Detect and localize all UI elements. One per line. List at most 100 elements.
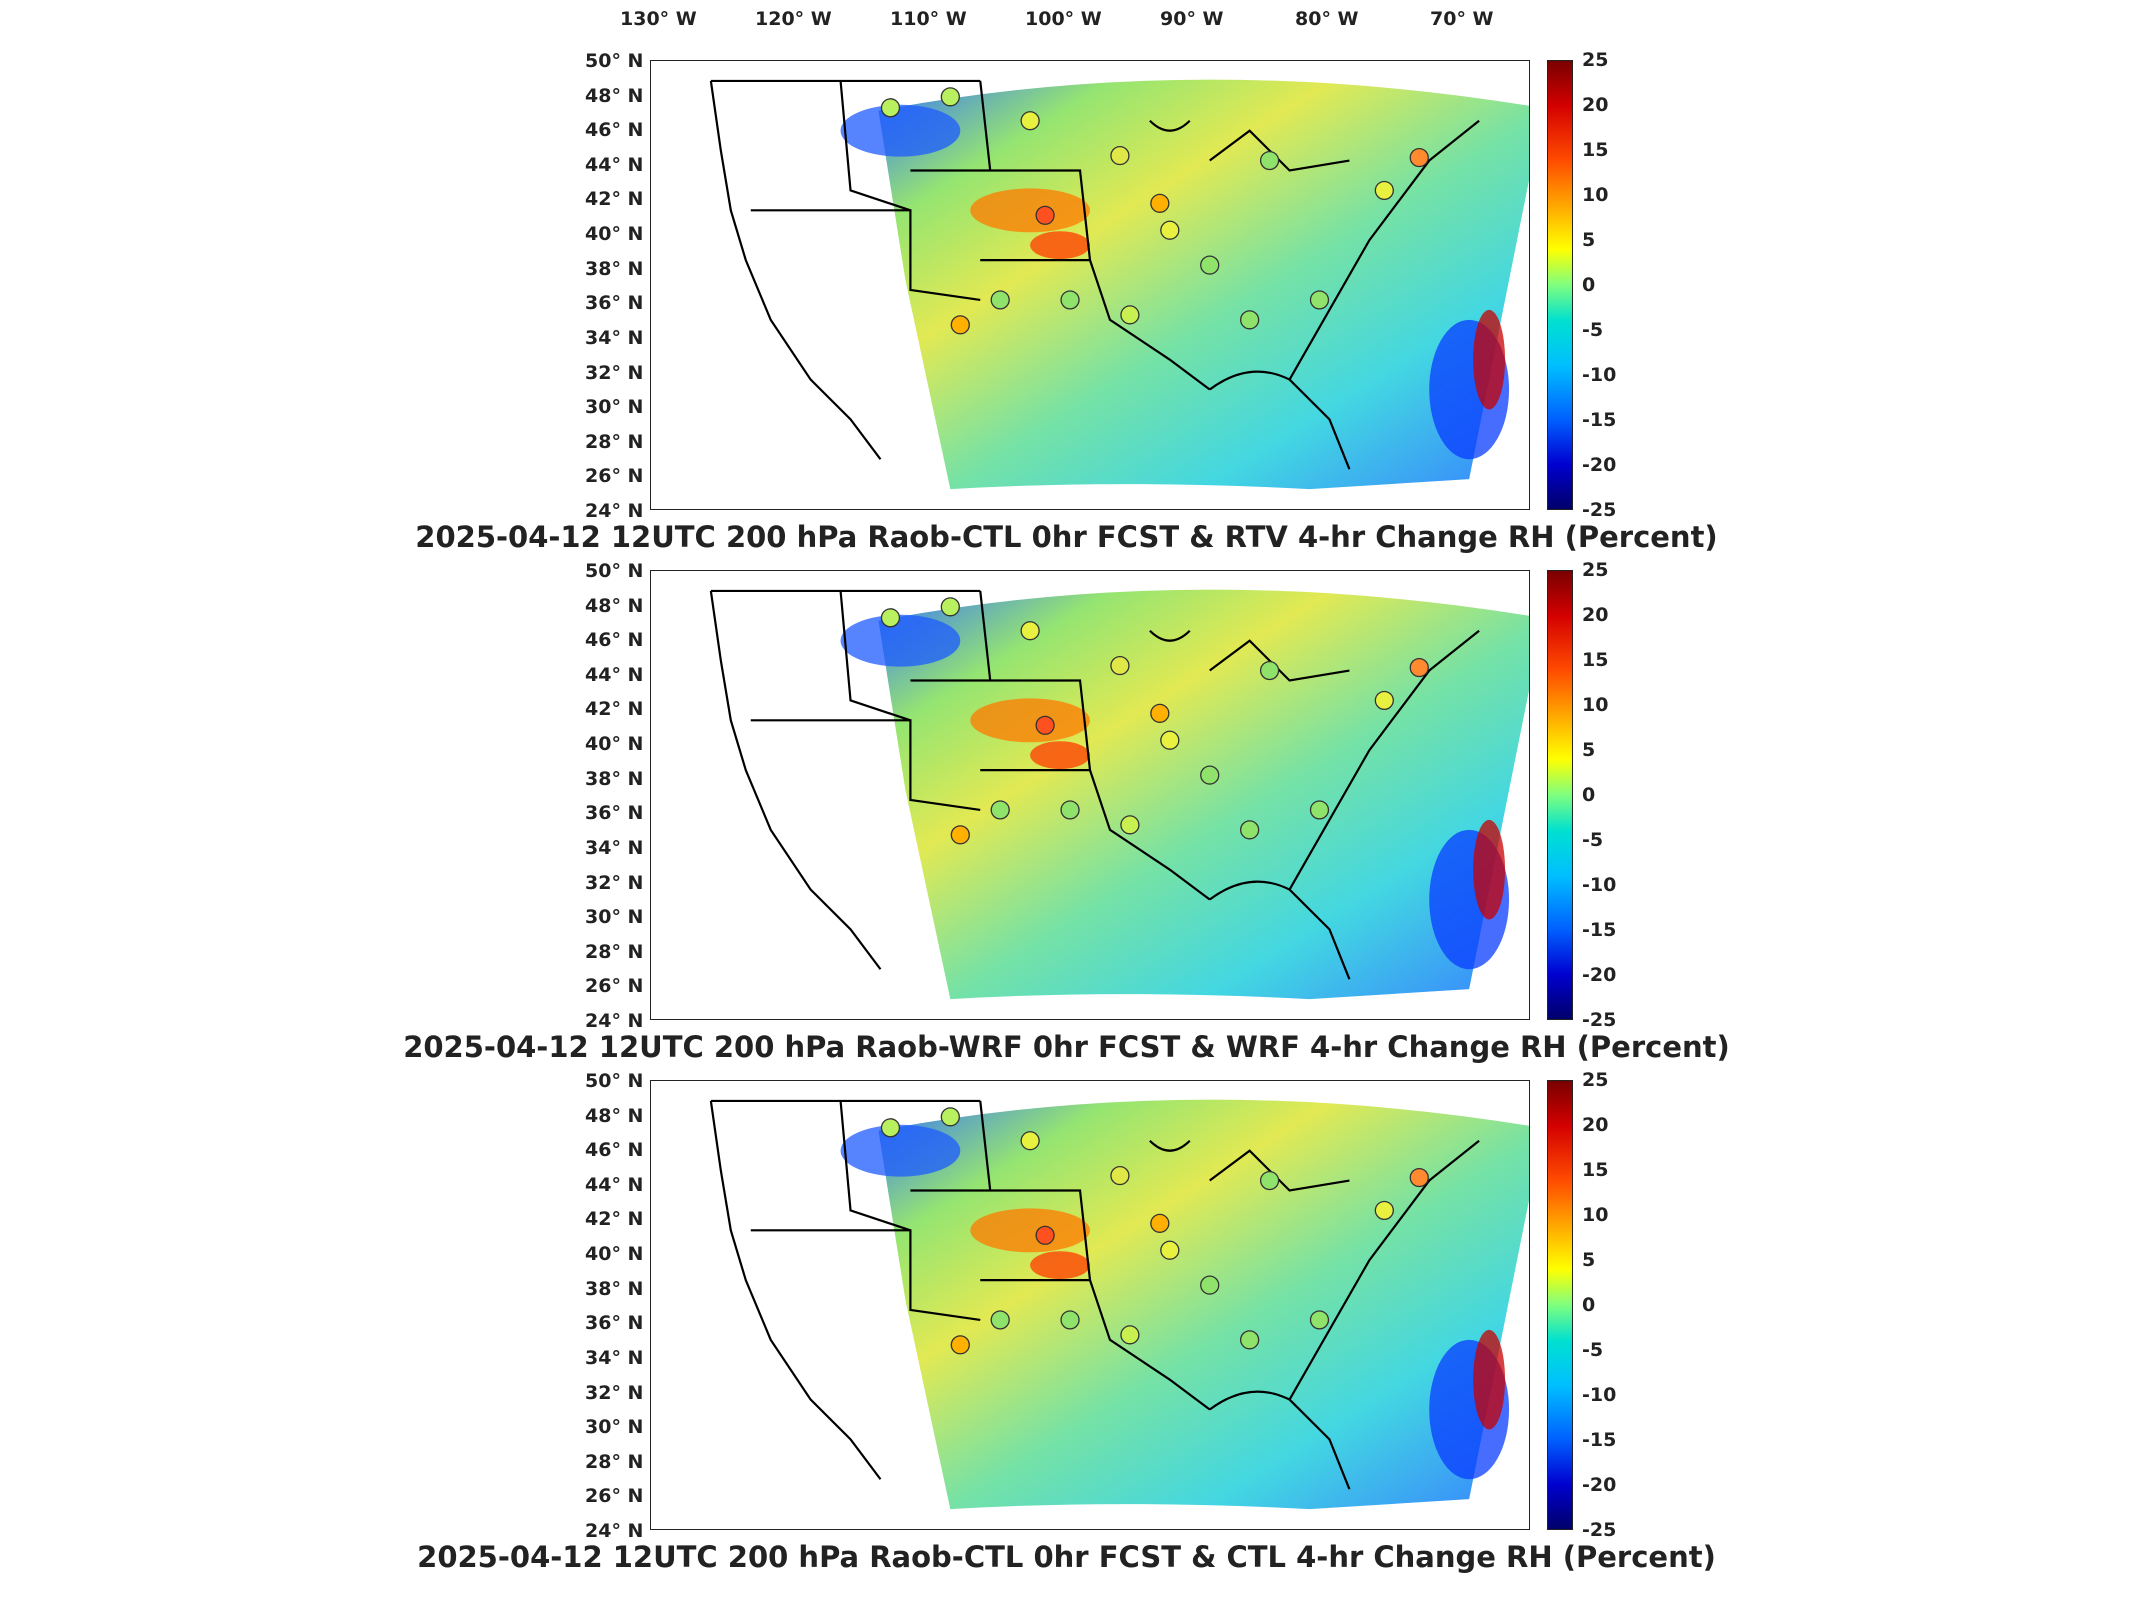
raob-station-marker xyxy=(1200,1275,1220,1295)
lat-label: 24° N xyxy=(585,500,644,522)
raob-station-marker xyxy=(1240,820,1260,840)
lat-label: 42° N xyxy=(585,1208,644,1231)
raob-station-marker xyxy=(940,597,960,617)
raob-station-marker xyxy=(880,98,901,118)
raob-station-marker xyxy=(1240,310,1260,330)
field-anomaly xyxy=(1030,1251,1090,1280)
colorbar-tick: 25 xyxy=(1582,49,1609,71)
colorbar-tick: -10 xyxy=(1582,874,1617,896)
colorbar-tick: 25 xyxy=(1582,559,1609,581)
raob-station-marker xyxy=(1240,1330,1260,1350)
lat-label: 40° N xyxy=(585,733,644,756)
colorbar-tick: -15 xyxy=(1582,919,1617,941)
lat-label: 38° N xyxy=(585,1277,644,1300)
lat-label: 48° N xyxy=(585,84,644,107)
lat-label: 24° N xyxy=(585,1010,644,1032)
raob-station-marker xyxy=(1020,111,1040,131)
lat-label: 48° N xyxy=(585,594,644,617)
map-frame xyxy=(650,60,1530,510)
map-panel-2: 2025-04-12 12UTC 200 hPa Raob-WRF 0hr FC… xyxy=(0,559,2133,1065)
colorbar-tick: 10 xyxy=(1582,694,1609,716)
colorbar-tick: 20 xyxy=(1582,1114,1609,1136)
field-anomaly xyxy=(1473,1329,1506,1430)
colorbar-tick: 20 xyxy=(1582,604,1609,626)
raob-station-marker xyxy=(1309,800,1330,820)
raob-station-marker xyxy=(1309,290,1330,310)
colorbar-tick: -5 xyxy=(1582,319,1604,341)
colorbar-tick: -10 xyxy=(1582,1384,1617,1406)
raob-station-marker xyxy=(1259,1170,1280,1191)
colorbar-tick: 5 xyxy=(1582,739,1596,761)
field-anomaly xyxy=(1473,819,1506,920)
colorbar-tick: 5 xyxy=(1582,229,1596,251)
raob-station-marker xyxy=(1409,657,1429,678)
lat-label: 38° N xyxy=(585,257,644,280)
raob-station-marker xyxy=(940,1107,960,1127)
colorbar-tick: 10 xyxy=(1582,1204,1609,1226)
raob-station-marker xyxy=(950,315,970,335)
panel-title: 2025-04-12 12UTC 200 hPa Raob-WRF 0hr FC… xyxy=(403,1030,1730,1064)
rh-change-map xyxy=(709,589,1529,1000)
map-frame xyxy=(650,570,1530,1020)
colorbar-tick: -10 xyxy=(1582,364,1617,386)
colorbar-tick: -5 xyxy=(1582,1339,1604,1361)
lat-label: 44° N xyxy=(585,663,644,686)
lat-label: 32° N xyxy=(585,361,644,384)
lat-label: 44° N xyxy=(585,1173,644,1196)
lat-label: 42° N xyxy=(585,188,644,211)
colorbar xyxy=(1547,1080,1573,1530)
model-domain-field xyxy=(878,1099,1529,1510)
field-anomaly xyxy=(1473,309,1506,410)
raob-station-marker xyxy=(950,1335,970,1355)
raob-station-marker xyxy=(1035,1225,1055,1245)
colorbar-tick: -20 xyxy=(1582,964,1617,986)
raob-station-marker xyxy=(1060,290,1080,310)
lat-label: 24° N xyxy=(585,1520,644,1542)
raob-station-marker xyxy=(1035,715,1055,735)
raob-station-marker xyxy=(1120,1325,1140,1345)
map-frame xyxy=(650,1080,1530,1530)
raob-station-marker xyxy=(1309,1310,1330,1330)
lat-label: 30° N xyxy=(585,1416,644,1439)
raob-station-marker xyxy=(1150,1213,1170,1233)
raob-station-marker xyxy=(1259,150,1280,171)
raob-station-marker xyxy=(1200,765,1220,785)
lat-label: 36° N xyxy=(585,802,644,825)
colorbar-tick: -15 xyxy=(1582,409,1617,431)
colorbar-tick: -20 xyxy=(1582,454,1617,476)
raob-station-marker xyxy=(990,800,1010,820)
lat-label: 32° N xyxy=(585,871,644,894)
raob-station-marker xyxy=(1259,660,1280,681)
raob-station-marker xyxy=(1020,621,1040,641)
field-anomaly xyxy=(840,104,961,157)
lat-label: 28° N xyxy=(585,1450,644,1473)
raob-station-marker xyxy=(1409,1167,1429,1188)
lon-label: 100° W xyxy=(1025,8,1102,30)
raob-station-marker xyxy=(1120,815,1140,835)
colorbar-tick: 15 xyxy=(1582,139,1609,161)
lat-label: 40° N xyxy=(585,223,644,246)
panel-title: 2025-04-12 12UTC 200 hPa Raob-CTL 0hr FC… xyxy=(415,520,1718,554)
lat-label: 50° N xyxy=(585,560,644,582)
raob-station-marker xyxy=(940,87,960,107)
lat-label: 40° N xyxy=(585,1243,644,1266)
raob-station-marker xyxy=(1120,305,1140,325)
raob-station-marker xyxy=(990,1310,1010,1330)
map-panel-1: 2025-04-12 12UTC 200 hPa Raob-CTL 0hr FC… xyxy=(0,49,2133,555)
raob-station-marker xyxy=(1110,1165,1130,1186)
raob-station-marker xyxy=(1374,1200,1394,1221)
lat-label: 28° N xyxy=(585,430,644,453)
field-anomaly xyxy=(840,614,961,667)
colorbar-tick: -25 xyxy=(1582,1519,1617,1541)
lat-label: 42° N xyxy=(585,698,644,721)
lon-label: 110° W xyxy=(890,8,967,30)
lat-label: 46° N xyxy=(585,119,644,142)
model-domain-field xyxy=(878,79,1529,490)
model-domain-field xyxy=(878,589,1529,1000)
raob-station-marker xyxy=(1374,690,1394,711)
lat-label: 44° N xyxy=(585,153,644,176)
lat-label: 32° N xyxy=(585,1381,644,1404)
raob-station-marker xyxy=(1110,655,1130,676)
lat-label: 26° N xyxy=(585,975,644,998)
lat-label: 36° N xyxy=(585,1312,644,1335)
